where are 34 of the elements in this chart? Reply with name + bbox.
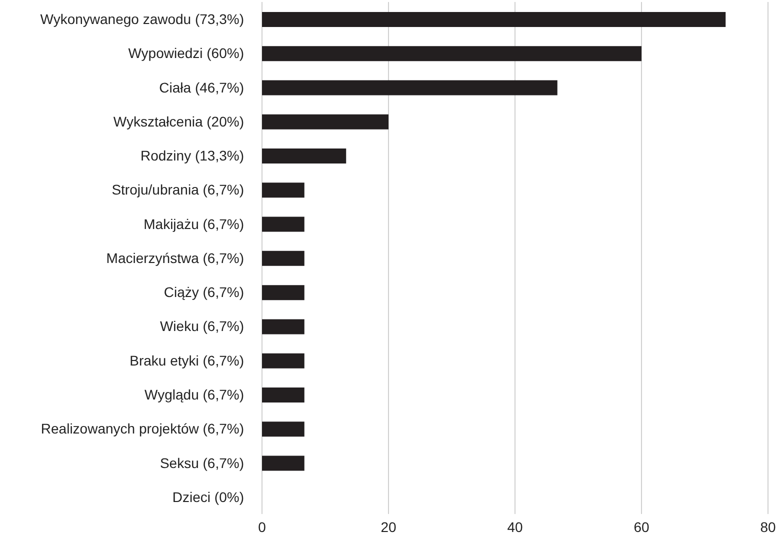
y-tick-label: Wykonywanego zawodu (73,3%) <box>40 11 244 28</box>
x-tick-label: 80 <box>760 518 776 535</box>
x-tick-label: 0 <box>258 518 266 535</box>
bar <box>262 46 642 62</box>
bar <box>262 422 304 437</box>
y-tick-label: Wyglądu (6,7%) <box>144 386 244 403</box>
y-tick-label: Wykształcenia (20%) <box>113 113 244 130</box>
bar <box>262 148 346 164</box>
bar <box>262 285 304 300</box>
bar <box>262 182 304 198</box>
bar <box>262 216 304 232</box>
y-tick-label: Wypowiedzi (60%) <box>128 45 244 62</box>
y-tick-label: Rodziny (13,3%) <box>140 148 244 164</box>
bar <box>262 12 726 27</box>
y-tick-label: Dzieci (0%) <box>172 488 244 505</box>
y-tick-label: Ciała (46,7%) <box>159 79 244 96</box>
bar <box>262 319 304 334</box>
y-tick-label: Macierzyństwa (6,7%) <box>106 250 244 266</box>
x-tick-label: 40 <box>507 518 523 535</box>
y-tick-label: Wieku (6,7%) <box>160 318 244 334</box>
y-tick-label: Stroju/ubrania (6,7%) <box>112 182 244 198</box>
bar <box>262 80 558 96</box>
bar <box>262 114 388 130</box>
bar <box>262 250 304 266</box>
y-tick-label: Makijażu (6,7%) <box>144 216 244 232</box>
y-tick-label: Realizowanych projektów (6,7%) <box>40 420 244 437</box>
bar <box>262 353 304 368</box>
bar <box>262 387 304 402</box>
x-tick-label: 20 <box>380 518 396 535</box>
y-tick-label: Braku etyki (6,7%) <box>130 352 244 368</box>
y-tick-label: Ciąży (6,7%) <box>164 284 244 300</box>
y-tick-label: Seksu (6,7%) <box>160 454 244 471</box>
x-tick-label: 60 <box>634 518 650 535</box>
bar <box>262 456 304 471</box>
